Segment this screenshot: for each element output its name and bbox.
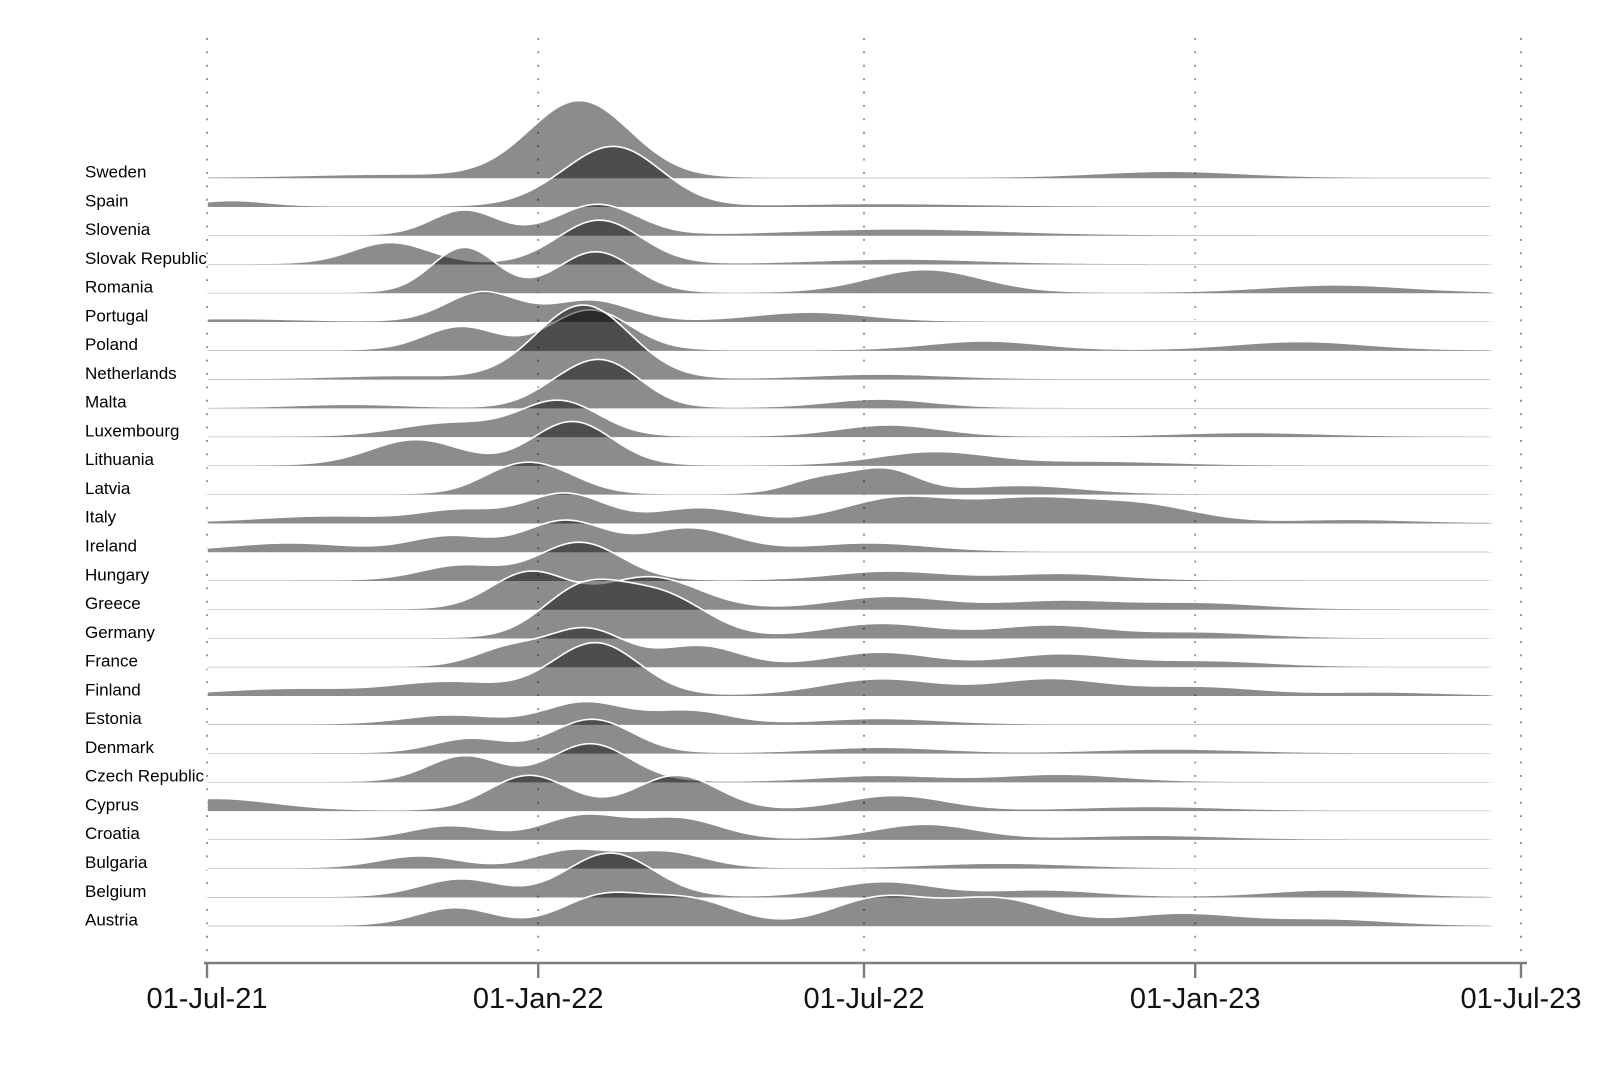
country-label-poland: Poland <box>85 335 138 354</box>
country-label-hungary: Hungary <box>85 565 150 584</box>
country-label-czech-republic: Czech Republic <box>85 767 205 786</box>
density-curve-portugal <box>206 290 1507 324</box>
country-label-slovak-republic: Slovak Republic <box>85 249 207 268</box>
country-label-ireland: Ireland <box>85 537 137 556</box>
density-curve-luxembourg <box>206 399 1507 439</box>
density-curve-denmark <box>206 718 1507 756</box>
country-label-finland: Finland <box>85 680 141 699</box>
density-curve-czech-republic <box>206 742 1507 784</box>
density-curve-finland <box>206 641 1507 698</box>
density-curve-italy <box>206 492 1507 526</box>
density-curve-france <box>206 626 1507 669</box>
density-curve-lithuania <box>206 420 1507 468</box>
country-label-cyprus: Cyprus <box>85 795 139 814</box>
country-label-france: France <box>85 652 138 671</box>
x-axis-tick-label-01-Jul-23: 01-Jul-23 <box>1461 983 1582 1015</box>
density-curve-romania <box>206 246 1507 295</box>
density-curve-spain <box>206 145 1507 209</box>
density-curve-slovenia <box>206 203 1507 238</box>
density-curve-malta <box>206 358 1507 410</box>
country-label-austria: Austria <box>85 911 138 930</box>
country-label-belgium: Belgium <box>85 882 146 901</box>
country-label-greece: Greece <box>85 594 141 613</box>
density-curve-austria <box>206 891 1507 928</box>
density-curve-sweden <box>206 99 1507 180</box>
density-curve-slovak-republic <box>206 219 1507 267</box>
country-label-estonia: Estonia <box>85 709 142 728</box>
country-label-croatia: Croatia <box>85 824 140 843</box>
density-curve-cyprus <box>206 774 1507 813</box>
density-curve-poland <box>206 309 1507 353</box>
country-label-romania: Romania <box>85 278 154 297</box>
x-axis-tick-label-01-Jan-23: 01-Jan-23 <box>1130 983 1261 1015</box>
country-label-germany: Germany <box>85 623 155 642</box>
density-curve-germany <box>206 578 1507 641</box>
country-label-bulgaria: Bulgaria <box>85 853 148 872</box>
country-label-denmark: Denmark <box>85 738 154 757</box>
country-label-spain: Spain <box>85 191 128 210</box>
country-label-netherlands: Netherlands <box>85 364 177 383</box>
density-curve-croatia <box>206 813 1507 842</box>
country-label-malta: Malta <box>85 393 127 412</box>
density-curve-latvia <box>206 461 1507 497</box>
density-curve-hungary <box>206 541 1507 583</box>
x-axis-tick-label-01-Jul-22: 01-Jul-22 <box>804 983 925 1015</box>
country-label-luxembourg: Luxembourg <box>85 421 180 440</box>
x-axis-tick-label-01-Jan-22: 01-Jan-22 <box>473 983 604 1015</box>
country-label-latvia: Latvia <box>85 479 131 498</box>
density-curve-belgium <box>206 852 1507 900</box>
density-curve-estonia <box>206 700 1507 727</box>
country-label-italy: Italy <box>85 508 117 527</box>
density-curve-netherlands <box>206 304 1507 382</box>
x-axis-tick-label-01-Jul-21: 01-Jul-21 <box>147 983 268 1015</box>
country-label-lithuania: Lithuania <box>85 450 155 469</box>
country-label-sweden: Sweden <box>85 163 146 182</box>
density-curve-greece <box>206 570 1507 612</box>
country-label-slovenia: Slovenia <box>85 220 151 239</box>
density-curve-ireland <box>206 519 1507 554</box>
density-curve-bulgaria <box>206 848 1507 871</box>
country-label-portugal: Portugal <box>85 306 148 325</box>
